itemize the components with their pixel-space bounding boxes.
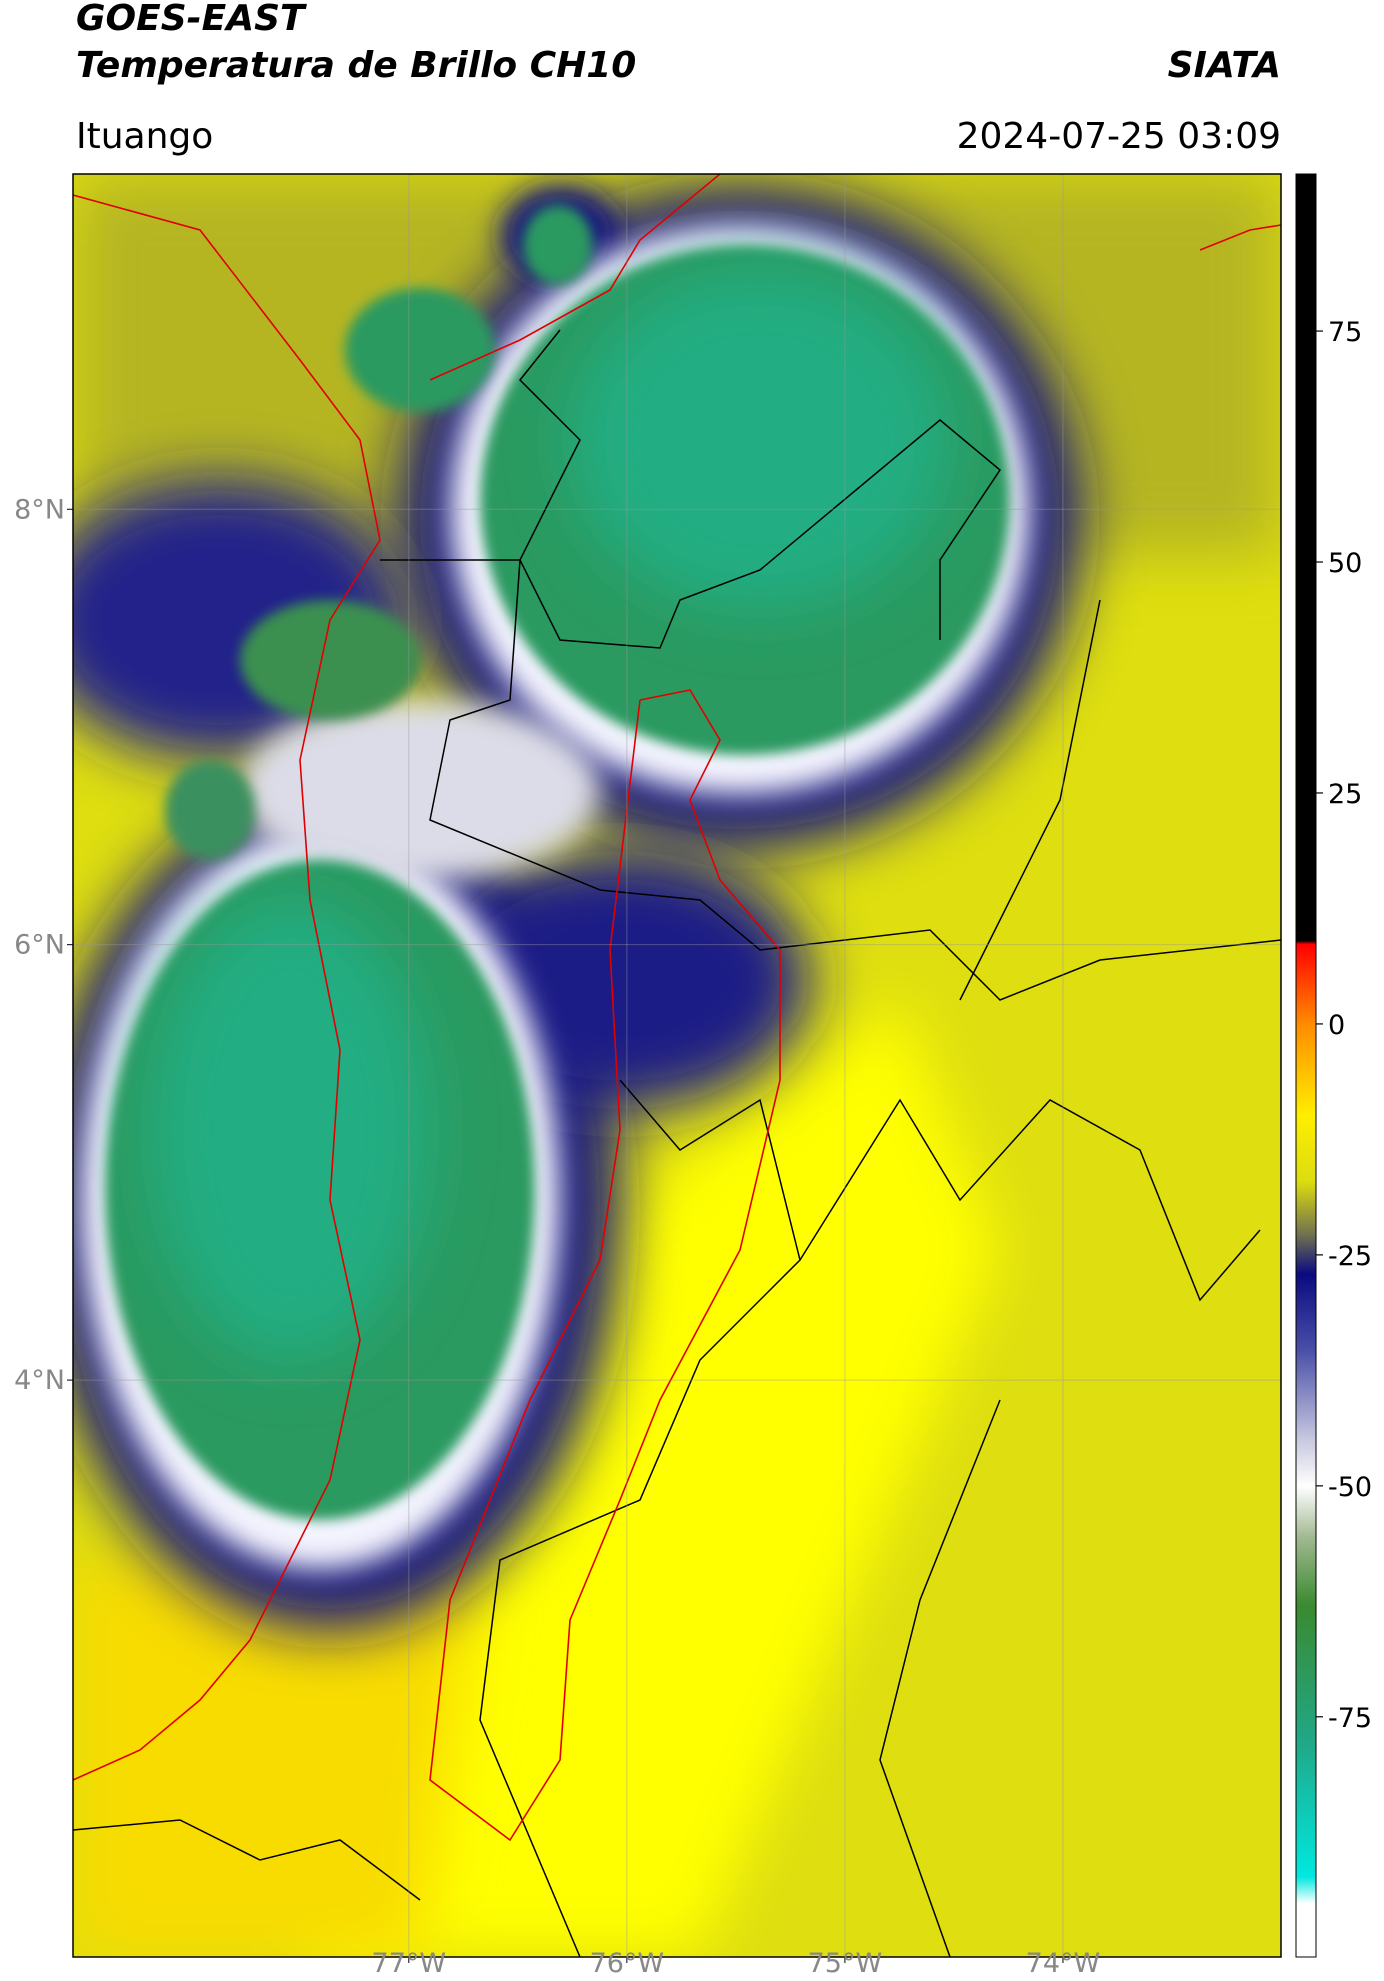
colorbar-tick-label: -50	[1328, 1472, 1372, 1503]
lon-tick-label: 76°W	[590, 1948, 665, 1979]
lon-tick-label: 75°W	[808, 1948, 883, 1979]
colorbar-tick-label: 0	[1328, 1010, 1345, 1041]
lat-tick-label: 4°N	[14, 1365, 65, 1396]
lon-tick-label: 77°W	[372, 1948, 447, 1979]
colorbar-tick-label: 25	[1328, 779, 1362, 810]
subtitle: Temperatura de Brillo CH10	[76, 45, 636, 86]
lat-tick-label: 8°N	[14, 494, 65, 525]
lat-tick-label: 6°N	[14, 930, 65, 961]
timestamp: 2024-07-25 03:09	[957, 116, 1281, 157]
colorbar-tick-label: -75	[1328, 1703, 1372, 1734]
graticule	[67, 174, 1281, 1963]
map-frame	[72, 173, 1282, 1958]
title: GOES-EAST	[76, 0, 307, 39]
location: Ituango	[76, 116, 213, 157]
colorbar	[1295, 173, 1317, 1958]
agency: SIATA	[1168, 45, 1281, 86]
satellite-image	[73, 174, 1281, 1957]
colorbar-ticks	[1316, 330, 1323, 1718]
colorbar-tick-label: 50	[1328, 548, 1362, 579]
colorbar-tick-label: -25	[1328, 1241, 1372, 1272]
colorbar-tick-label: 75	[1328, 317, 1362, 348]
lon-tick-label: 74°W	[1026, 1948, 1101, 1979]
